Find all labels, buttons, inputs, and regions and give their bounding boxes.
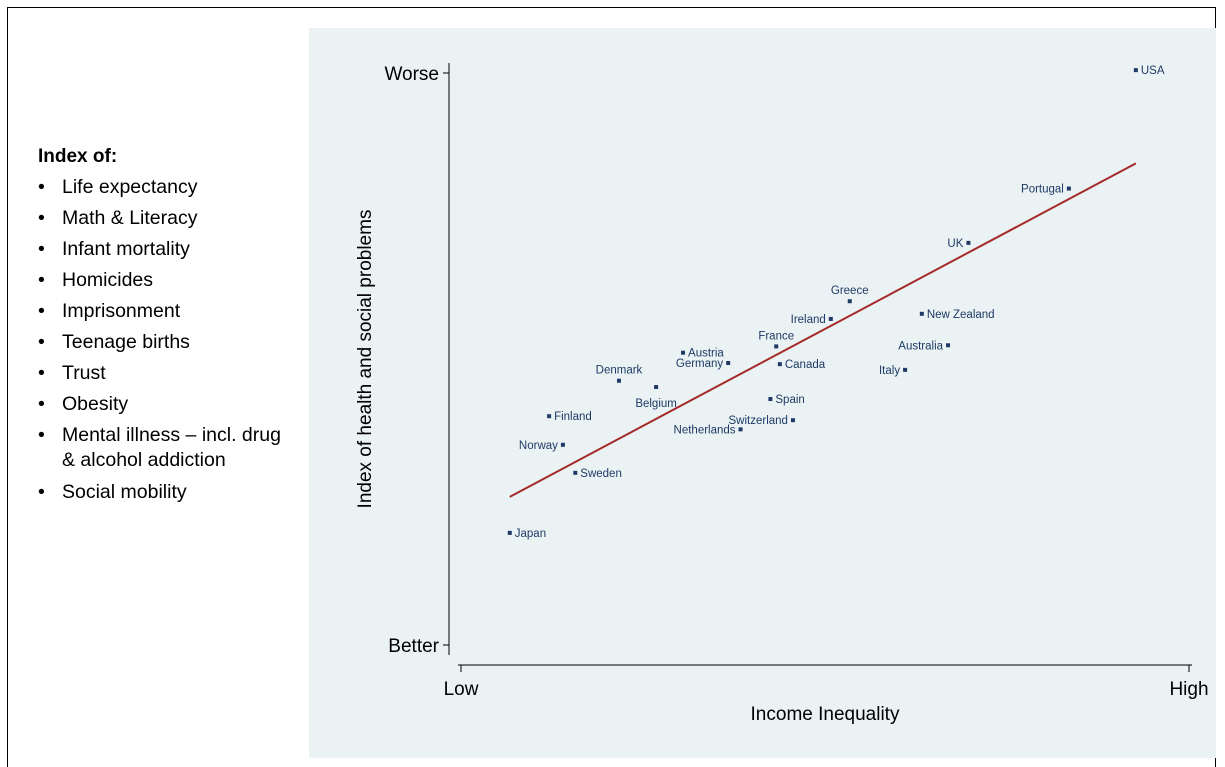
bullet-icon: •: [38, 269, 45, 291]
data-point: [560, 442, 565, 447]
point-label: France: [758, 330, 794, 342]
data-point: [847, 299, 852, 304]
index-item-label: Infant mortality: [62, 238, 190, 260]
data-point: [547, 414, 552, 419]
index-item: • Mental illness – incl. drug & alcohol a…: [38, 420, 294, 477]
data-point: [966, 240, 971, 245]
x-tick-label: Low: [444, 679, 479, 700]
point-label: UK: [947, 238, 963, 250]
point-label: Austria: [688, 348, 724, 360]
bullet-icon: •: [38, 362, 45, 384]
scatter-chart: Better Worse Low High Income Inequality Index…: [309, 28, 1216, 758]
chart-panel: Better Worse Low High Income Inequality Index…: [309, 28, 1216, 758]
index-item: • Infant mortality: [38, 234, 298, 265]
bullet-icon: •: [38, 207, 45, 229]
index-item: • Imprisonment: [38, 296, 298, 327]
data-point: [903, 367, 908, 372]
data-point: [507, 530, 512, 535]
index-item-label: Math & Literacy: [62, 207, 198, 229]
index-legend: Index of: • Life expectancy • Math & Liter…: [38, 146, 298, 508]
index-item-label: Obesity: [62, 393, 129, 415]
point-label: Spain: [775, 394, 804, 406]
point-label: Portugal: [1021, 184, 1064, 196]
point-label: Norway: [519, 440, 558, 452]
bullet-icon: •: [38, 481, 45, 503]
index-item-label: Social mobility: [62, 481, 187, 503]
data-point: [616, 378, 621, 383]
point-label: USA: [1141, 65, 1165, 77]
index-item-label: Imprisonment: [62, 300, 181, 322]
index-item-label: Homicides: [62, 269, 154, 291]
bullet-icon: •: [38, 238, 45, 260]
x-tick-label: High: [1169, 679, 1208, 700]
index-item: • Obesity: [38, 389, 298, 420]
index-heading: Index of:: [38, 146, 118, 167]
index-list: • Life expectancy • Math & Literacy • Infan…: [38, 172, 298, 508]
index-item-label: Trust: [62, 362, 106, 384]
index-item: • Teenage births: [38, 327, 298, 358]
point-label: Switzerland: [729, 415, 788, 427]
index-item: • Homicides: [38, 265, 298, 296]
index-item: • Life expectancy: [38, 172, 298, 203]
data-point: [1066, 186, 1071, 191]
data-point: [1133, 68, 1138, 73]
data-point: [573, 470, 578, 475]
data-point: [777, 362, 782, 367]
index-item-label: Teenage births: [62, 331, 190, 353]
point-label: Greece: [831, 285, 869, 297]
index-item: • Math & Literacy: [38, 203, 298, 234]
point-label: Finland: [554, 411, 592, 423]
point-label: Japan: [515, 528, 546, 540]
bullet-icon: •: [38, 176, 45, 198]
data-point: [654, 385, 659, 390]
data-point: [681, 350, 686, 355]
data-point: [790, 418, 795, 423]
data-point: [768, 397, 773, 402]
regression-line: [509, 162, 1137, 498]
point-label: Ireland: [791, 314, 826, 326]
x-axis-title: Income Inequality: [751, 704, 900, 725]
point-label: Italy: [879, 365, 900, 377]
point-label: New Zealand: [927, 309, 995, 321]
point-label: Canada: [785, 359, 826, 371]
point-label: Netherlands: [674, 424, 736, 436]
data-point: [726, 361, 731, 366]
data-point: [946, 343, 951, 348]
bullet-icon: •: [38, 424, 45, 446]
index-item: • Social mobility: [38, 477, 298, 508]
point-label: Belgium: [635, 398, 677, 410]
index-item-label: Mental illness – incl. drug & alcohol ad…: [62, 424, 281, 471]
index-item: • Trust: [38, 358, 298, 389]
y-tick-label: Better: [388, 636, 439, 657]
y-tick-label: Worse: [384, 64, 439, 85]
data-point: [828, 316, 833, 321]
plot-background: [309, 28, 1216, 758]
bullet-icon: •: [38, 331, 45, 353]
data-point: [774, 344, 779, 349]
bullet-icon: •: [38, 393, 45, 415]
point-label: Sweden: [580, 468, 622, 480]
y-axis-title: Index of health and social problems: [355, 210, 376, 509]
index-item-label: Life expectancy: [62, 176, 198, 198]
point-label: Denmark: [596, 365, 643, 377]
data-point: [919, 311, 924, 316]
point-label: Germany: [676, 358, 724, 370]
point-label: Australia: [898, 340, 943, 352]
bullet-icon: •: [38, 300, 45, 322]
data-point: [738, 427, 743, 432]
